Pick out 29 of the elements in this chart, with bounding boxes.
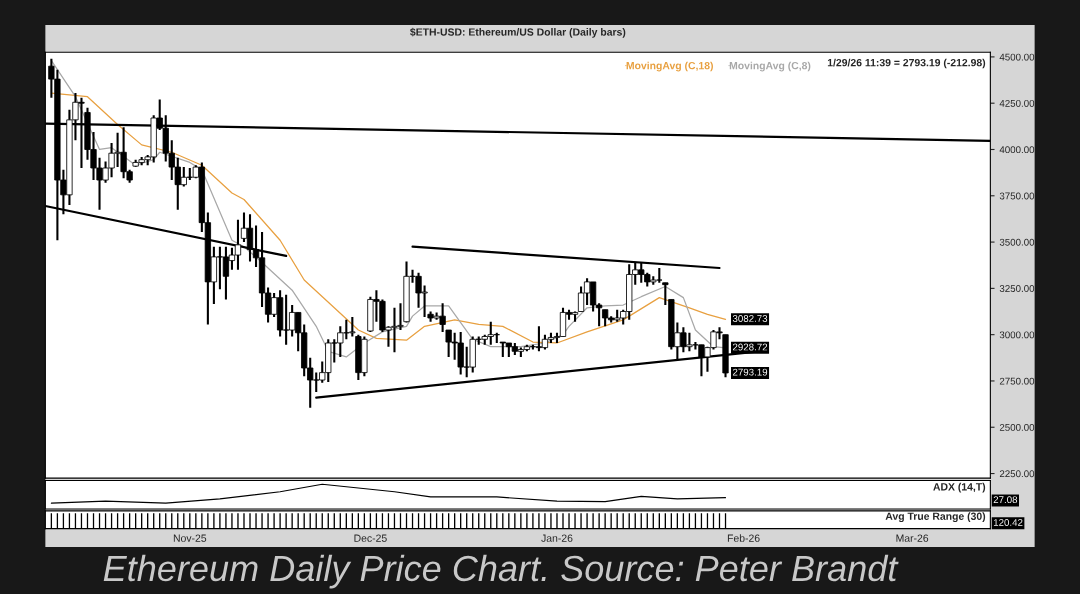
text: 120.42 <box>993 519 1023 526</box>
legend-label: MovingAvg (C,8) <box>729 61 811 72</box>
chart-title: ADX (14,T) <box>933 482 986 493</box>
x-tick-label: Feb-26 <box>727 534 760 542</box>
y-tick-label: 3000.00 <box>999 331 1035 339</box>
line-series <box>50 92 727 344</box>
x-tick-label: Dec-25 <box>354 534 387 542</box>
y-tick-label: 4500.00 <box>999 53 1035 61</box>
annotation: 1/29/26 11:39 = 2793.19 (-212.98) <box>827 58 986 69</box>
annotation: 2928.72 <box>732 343 768 351</box>
y-tick-label: 3750.00 <box>999 192 1035 200</box>
x-tick-label: Jan-26 <box>541 534 573 542</box>
y-tick-label: 2500.00 <box>999 423 1035 431</box>
chart-title: $ETH-USD: Ethereum/US Dollar (Daily bars) <box>410 27 626 38</box>
chart-title: Avg True Range (30) <box>885 512 986 523</box>
y-tick-label: 3500.00 <box>999 238 1035 246</box>
x-tick-label: Mar-26 <box>896 534 929 542</box>
annotation: 2793.19 <box>732 368 768 376</box>
text: Ethereum Daily Price Chart. Source: Peter Brandt <box>103 554 899 589</box>
legend-label: MovingAvg (C,18) <box>626 61 713 72</box>
y-tick-label: 2250.00 <box>999 470 1035 478</box>
y-tick-label: 4250.00 <box>999 99 1035 107</box>
text: 27.08 <box>993 496 1018 504</box>
y-tick-label: 2750.00 <box>999 377 1035 385</box>
y-tick-label: 3250.00 <box>999 285 1035 292</box>
candlestick <box>662 281 669 307</box>
y-tick-label: 4000.00 <box>999 146 1035 154</box>
x-tick-label: Nov-25 <box>173 534 207 542</box>
annotation: 3082.73 <box>732 315 768 322</box>
